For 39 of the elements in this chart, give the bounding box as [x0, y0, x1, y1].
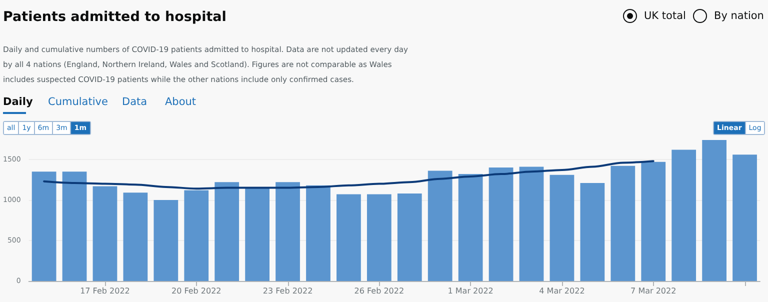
line-series	[43, 160, 654, 190]
bar	[123, 192, 148, 281]
x-tick-label: 26 Feb 2022	[354, 286, 404, 296]
bar	[184, 190, 209, 281]
text: Daily	[3, 96, 33, 108]
bar	[32, 172, 56, 281]
bar	[92, 186, 118, 281]
text: By nation	[714, 10, 764, 22]
x-tick-label: 23 Feb 2022	[262, 286, 313, 296]
bar	[672, 150, 696, 281]
bar	[306, 185, 330, 281]
text: Cumulative	[48, 96, 108, 108]
bar	[641, 162, 666, 281]
bar	[397, 193, 422, 281]
bar	[276, 182, 300, 281]
bar	[154, 200, 178, 281]
bar	[519, 166, 544, 281]
x-tick-label: 17 Feb 2022	[80, 286, 130, 296]
text: UK total	[644, 10, 686, 22]
bar	[245, 188, 270, 281]
chart-title: Patients admitted to hospital	[3, 9, 226, 25]
bar	[610, 166, 636, 281]
bar	[732, 154, 757, 281]
x-tick-label: 4 Mar 2022	[539, 286, 585, 296]
bar	[366, 194, 392, 281]
bar	[428, 170, 452, 281]
bar	[580, 182, 605, 281]
text: About	[165, 96, 196, 108]
bar	[702, 140, 726, 281]
bar	[488, 168, 514, 281]
bar	[550, 174, 574, 281]
text: Data	[122, 96, 148, 108]
x-tick-label: 7 Mar 2022	[630, 286, 676, 296]
bar	[62, 172, 87, 281]
x-tick-label: 1 Mar 2022	[448, 286, 494, 296]
bar	[458, 174, 483, 281]
bar	[214, 182, 240, 281]
x-tick-label: 20 Feb 2022	[171, 286, 222, 296]
bar	[336, 194, 361, 281]
